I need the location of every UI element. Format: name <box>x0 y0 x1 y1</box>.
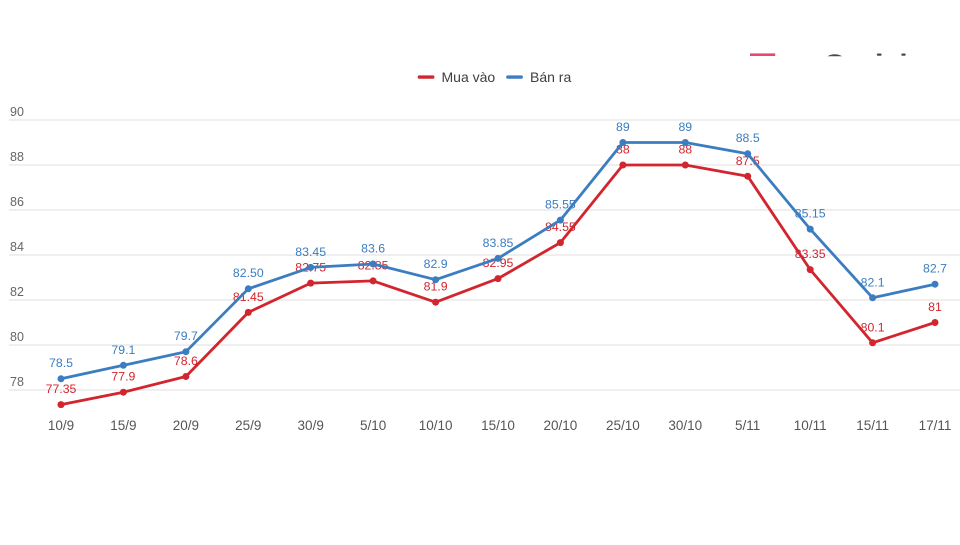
svg-text:81.45: 81.45 <box>233 290 264 304</box>
svg-text:10/9: 10/9 <box>48 418 74 433</box>
svg-text:89: 89 <box>678 120 692 134</box>
svg-text:88: 88 <box>10 150 24 164</box>
svg-text:80.1: 80.1 <box>861 320 885 334</box>
svg-text:20/9: 20/9 <box>173 418 199 433</box>
svg-text:Bán ra: Bán ra <box>530 69 571 85</box>
svg-text:10/11: 10/11 <box>794 418 827 433</box>
svg-text:81.9: 81.9 <box>424 280 448 294</box>
svg-text:78.5: 78.5 <box>49 356 73 370</box>
svg-text:10/10: 10/10 <box>419 418 453 433</box>
svg-text:82.50: 82.50 <box>233 266 264 280</box>
svg-text:82: 82 <box>10 285 24 299</box>
svg-text:86: 86 <box>10 195 24 209</box>
svg-text:90: 90 <box>10 105 24 119</box>
svg-text:25/9: 25/9 <box>235 418 261 433</box>
svg-text:5/11: 5/11 <box>735 418 760 433</box>
svg-text:30/9: 30/9 <box>298 418 324 433</box>
svg-text:Mua vào: Mua vào <box>442 69 496 85</box>
svg-text:15/11: 15/11 <box>856 418 889 433</box>
svg-text:83.6: 83.6 <box>361 242 385 256</box>
svg-text:89: 89 <box>616 120 630 134</box>
svg-text:88: 88 <box>678 143 692 157</box>
svg-text:15/9: 15/9 <box>110 418 136 433</box>
svg-text:78.6: 78.6 <box>174 354 198 368</box>
svg-text:80: 80 <box>10 330 24 344</box>
svg-text:82.1: 82.1 <box>861 275 885 289</box>
svg-text:77.9: 77.9 <box>111 370 135 384</box>
svg-text:82.9: 82.9 <box>424 257 448 271</box>
svg-text:83.85: 83.85 <box>483 236 514 250</box>
svg-text:82.7: 82.7 <box>923 262 947 276</box>
svg-text:17/11: 17/11 <box>919 418 952 433</box>
svg-text:84: 84 <box>10 240 24 254</box>
svg-text:30/10: 30/10 <box>668 418 702 433</box>
svg-text:5/10: 5/10 <box>360 418 386 433</box>
svg-text:79.7: 79.7 <box>174 329 198 343</box>
svg-text:15/10: 15/10 <box>481 418 515 433</box>
svg-text:88.5: 88.5 <box>736 131 760 145</box>
svg-text:20/10: 20/10 <box>544 418 578 433</box>
svg-text:85.55: 85.55 <box>545 198 576 212</box>
svg-text:79.1: 79.1 <box>111 343 135 357</box>
svg-text:83.45: 83.45 <box>295 245 326 259</box>
svg-text:78: 78 <box>10 375 24 389</box>
svg-text:25/10: 25/10 <box>606 418 640 433</box>
svg-text:87.5: 87.5 <box>736 154 760 168</box>
svg-text:81: 81 <box>928 300 942 314</box>
svg-text:77.35: 77.35 <box>46 382 77 396</box>
svg-text:85.15: 85.15 <box>795 207 826 221</box>
